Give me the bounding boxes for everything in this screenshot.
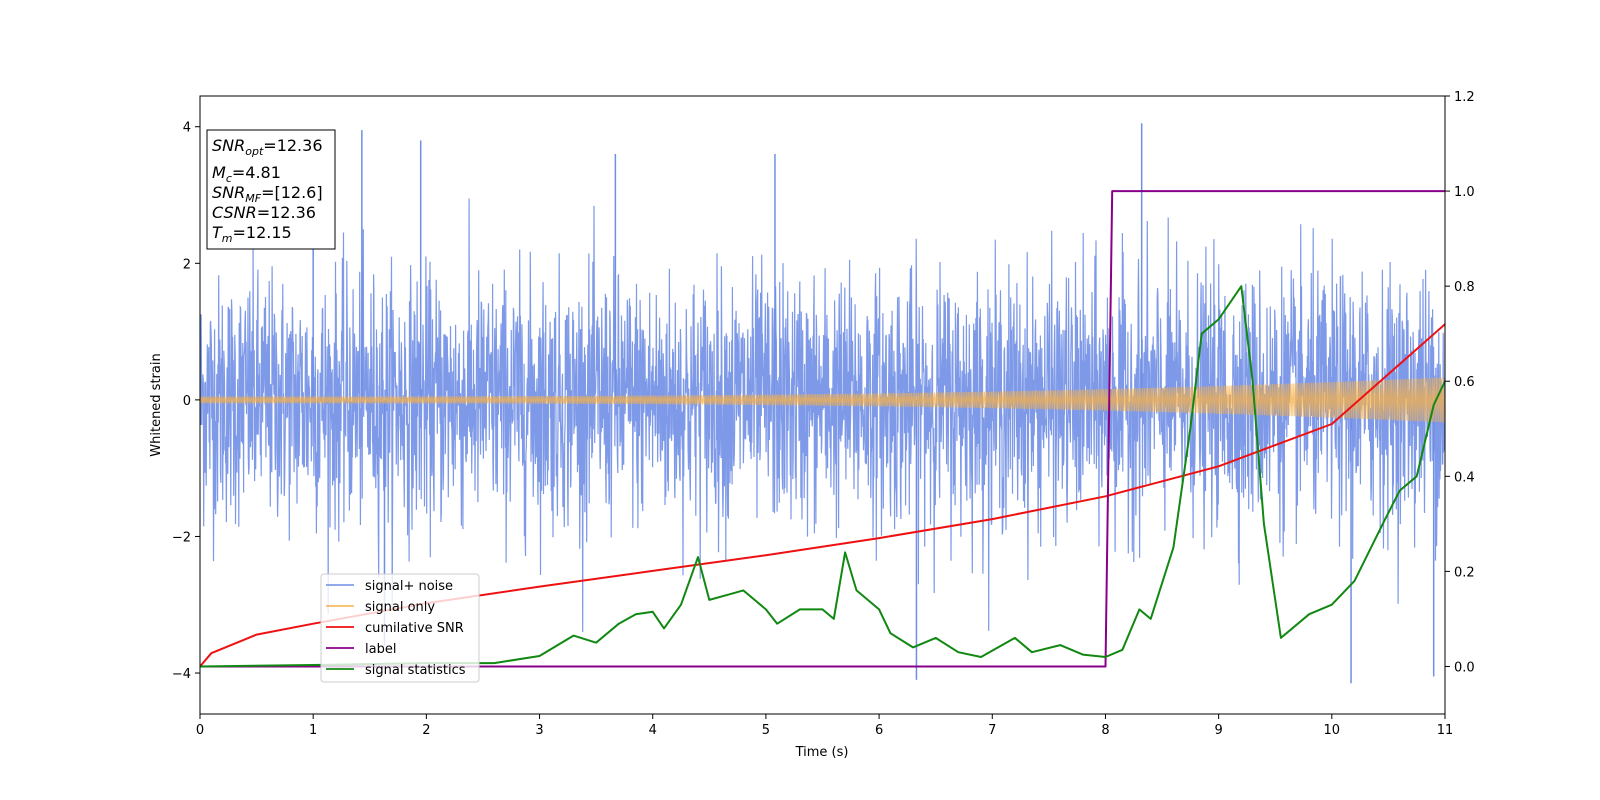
annotation-csnr: CSNR=12.36 [212,203,316,222]
y-axis-right: 0.0 0.2 0.4 0.6 0.8 1.0 1.2 [1445,90,1475,675]
x-tick-label-9: 9 [1214,723,1222,738]
y2-tick-label-2: 0.4 [1454,470,1475,485]
annotation-snr-mf: SNRMF=[12.6] [212,183,323,205]
x-tick-label-10: 10 [1324,723,1341,738]
annotation-mc: Mc=4.81 [212,163,281,185]
x-tick-label-4: 4 [649,723,657,738]
x-tick-label-1: 1 [309,723,317,738]
legend-label-signal-statistics: signal statistics [365,663,466,678]
x-tick-label-3: 3 [535,723,543,738]
y-tick-label-2: 0 [183,394,191,409]
x-tick-label-8: 8 [1101,723,1109,738]
annotation-tm: Tm=12.15 [212,223,292,245]
y2-tick-label-5: 1.0 [1454,185,1475,200]
series-label-line [200,190,1445,668]
y2-tick-label-3: 0.6 [1454,375,1475,390]
y2-tick-label-4: 0.8 [1454,280,1475,295]
legend-label-signal-only: signal only [365,600,435,615]
y-tick-label-3: 2 [183,257,191,272]
x-tick-label-2: 2 [422,723,430,738]
y-tick-label-1: −2 [172,530,191,545]
y2-tick-label-6: 1.2 [1454,90,1475,105]
y-tick-label-0: −4 [172,667,191,682]
x-axis-label: Time (s) [795,745,849,760]
x-tick-label-5: 5 [762,723,770,738]
x-tick-label-0: 0 [196,723,204,738]
legend-frame [320,573,480,683]
y-tick-label-4: 4 [183,121,191,136]
legend-label-label: label [365,642,396,657]
x-tick-label-11: 11 [1437,723,1454,738]
annotation-snr-opt: SNRopt=12.36 [212,136,323,158]
series-signal-statistics-line [200,285,1445,668]
legend-label-signal-noise: signal+ noise [365,579,453,594]
annotation-frame [206,129,336,250]
x-tick-label-6: 6 [875,723,883,738]
x-tick-label-7: 7 [988,723,996,738]
legend-label-cumulative-snr: cumilative SNR [365,621,464,636]
x-axis: 0 1 2 3 4 5 6 7 8 9 10 11 [196,714,1453,738]
y-axis-left: −4 −2 0 2 4 [172,121,200,682]
axes-frame [199,95,1446,715]
series-signal-only-line [200,377,1445,423]
annotation-box: SNRopt=12.36 Mc=4.81 SNRMF=[12.6] CSNR=1… [206,129,336,250]
y2-tick-label-0: 0.0 [1454,660,1475,675]
series-cumulative-snr-line [200,323,1445,668]
legend: signal+ noise signal only cumilative SNR… [320,573,480,683]
y-axis-label: Whitened strain [149,353,164,456]
series-signal-noise-line [200,198,1445,633]
y2-tick-label-1: 0.2 [1454,565,1475,580]
